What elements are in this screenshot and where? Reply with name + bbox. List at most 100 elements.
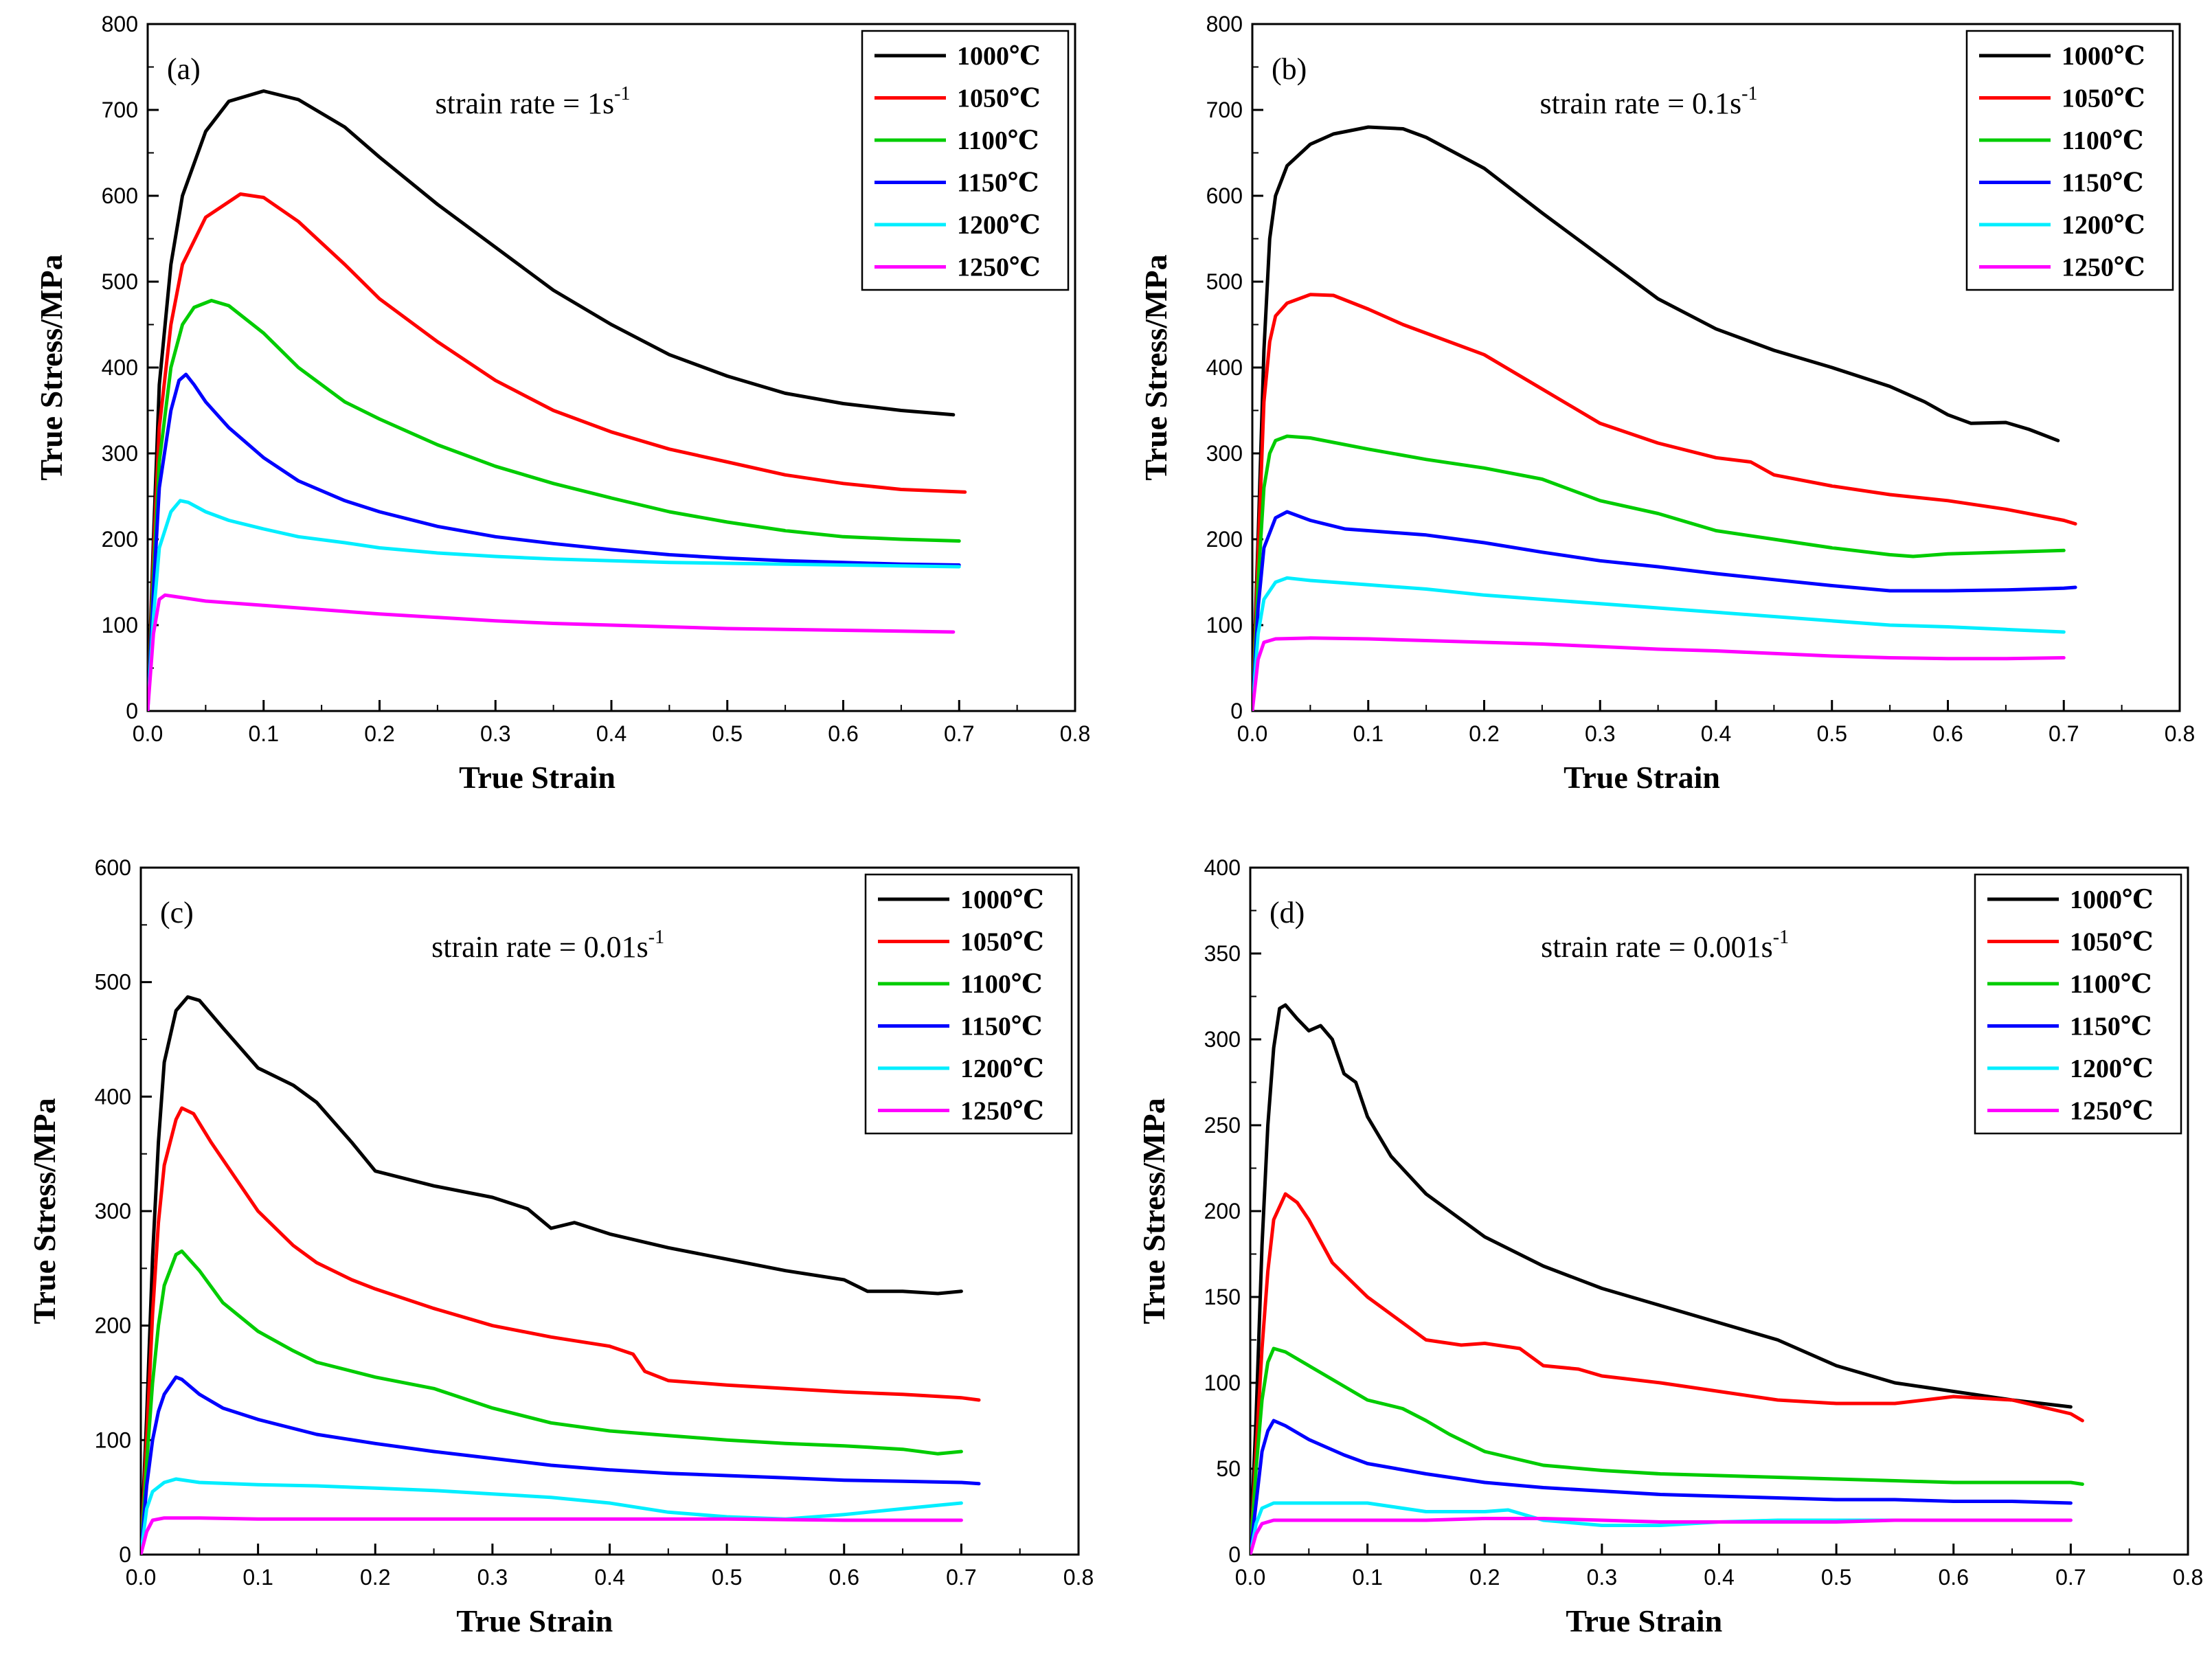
legend-entry: 1100℃ [2062,126,2143,155]
legend-entry: 1200℃ [957,211,1041,240]
x-tick-label: 0.8 [2165,721,2195,746]
panel-label: (c) [160,896,194,929]
y-tick-label: 150 [1204,1285,1241,1309]
series-line-1050 [1250,1192,2084,1555]
series-group [141,995,981,1555]
series-line-1150 [1252,510,2077,711]
legend-entry: 1000℃ [957,42,1041,71]
x-tick-label: 0.0 [1235,1565,1265,1590]
y-tick-label: 600 [95,855,131,880]
x-tick-label: 0.6 [1932,721,1963,746]
series-line-1250 [1250,1517,2073,1555]
legend-entry: 1050℃ [2062,84,2145,113]
series-line-1000 [1250,1003,2073,1555]
x-tick-label: 0.5 [712,1565,742,1590]
y-tick-label: 700 [102,98,138,122]
chart-panel-2: 0.0 0.1 0.2 0.3 0.4 0.5 0.6 0.7 0.8 0 100 200 300 400… [1138,12,2195,795]
series-line-1200 [1250,1501,2073,1555]
legend-entry: 1150℃ [960,1013,1042,1041]
x-tick-label: 0.6 [1939,1565,1969,1590]
x-tick-label: 0.0 [126,1565,156,1590]
y-tick-label: 700 [1206,98,1243,122]
x-axis-title: True Strain [1566,1603,1722,1638]
x-tick-label: 0.4 [596,721,627,746]
y-axis-title: True Stress/MPa [1138,254,1173,480]
series-line-1200 [1252,576,2066,711]
legend: 1000℃ 1050℃ 1100℃ 1150℃ 1200℃ 1250℃ [864,873,1073,1135]
x-tick-label: 0.5 [712,721,743,746]
legend-entry: 1150℃ [2062,169,2143,198]
y-tick-label: 400 [95,1084,131,1109]
x-tick-label: 0.3 [1585,721,1615,746]
series-line-1000 [148,89,956,711]
strain-rate-annotation: strain rate = 1s-1 [436,83,631,120]
x-tick-label: 0.5 [1821,1565,1851,1590]
y-tick-label: 300 [95,1199,131,1223]
x-tick-label: 0.1 [242,1565,273,1590]
x-axis-title: True Strain [459,760,616,795]
legend-entry: 1250℃ [2070,1097,2154,1126]
x-tick-label: 0.6 [828,721,858,746]
x-tick-label: 0.4 [594,1565,624,1590]
series-group [148,89,967,711]
chart-panel-3: 0.0 0.1 0.2 0.3 0.4 0.5 0.6 0.7 0.8 0 100 200 300 400… [27,855,1094,1638]
x-tick-label: 0.1 [1352,1565,1382,1590]
y-tick-label: 500 [95,970,131,995]
x-tick-label: 0.6 [829,1565,859,1590]
y-axis-title: True Stress/MPa [27,1098,62,1324]
y-tick-label: 50 [1216,1456,1241,1481]
x-tick-label: 0.0 [1237,721,1267,746]
x-tick-label: 0.2 [360,1565,390,1590]
legend-entry: 1050℃ [960,928,1044,957]
panel-label: (b) [1272,52,1307,86]
legend-entry: 1200℃ [960,1054,1044,1083]
x-tick-label: 0.0 [133,721,163,746]
series-line-1000 [1252,125,2060,711]
y-tick-label: 500 [1206,269,1243,294]
y-tick-label: 800 [1206,12,1243,36]
series-line-1000 [141,995,963,1555]
series-line-1250 [148,593,956,711]
x-tick-label: 0.4 [1701,721,1731,746]
y-tick-label: 250 [1204,1113,1241,1138]
x-tick-label: 0.7 [944,721,974,746]
y-tick-label: 100 [1206,613,1243,637]
chart-panel-4: 0.0 0.1 0.2 0.3 0.4 0.5 0.6 0.7 0.8 0 50 100 150 200 2… [1136,855,2203,1638]
y-tick-label: 200 [1206,527,1243,552]
x-tick-label: 0.7 [2055,1565,2086,1590]
legend-entry: 1250℃ [2062,253,2145,282]
legend-entry: 1050℃ [957,84,1041,113]
y-tick-label: 600 [102,183,138,208]
legend-entry: 1000℃ [2070,885,2154,914]
x-axis-title: True Strain [456,1603,613,1638]
y-tick-label: 0 [119,1542,131,1567]
x-tick-label: 0.2 [364,721,394,746]
x-tick-label: 0.8 [1060,721,1090,746]
x-tick-label: 0.8 [2173,1565,2203,1590]
series-line-1050 [1252,293,2077,711]
series-line-1150 [1250,1419,2073,1555]
legend-entry: 1100℃ [960,970,1042,999]
legend-entry: 1100℃ [957,126,1039,155]
legend-box [861,30,1070,291]
legend-entry: 1200℃ [2070,1054,2154,1083]
y-tick-label: 100 [1204,1370,1241,1395]
panel-label: (d) [1269,896,1305,929]
legend-box [1965,30,2174,291]
legend: 1000℃ 1050℃ 1100℃ 1150℃ 1200℃ 1250℃ [1965,30,2174,291]
series-line-1150 [148,372,961,711]
x-tick-label: 0.5 [1817,721,1847,746]
x-tick-label: 0.1 [249,721,279,746]
legend-entry: 1050℃ [2070,928,2154,957]
strain-rate-annotation: strain rate = 0.01s-1 [431,927,664,964]
legend-entry: 1000℃ [2062,42,2145,71]
y-tick-label: 100 [95,1427,131,1452]
series-group [1250,1003,2084,1555]
legend-entry: 1000℃ [960,885,1044,914]
y-tick-label: 200 [1204,1199,1241,1223]
y-tick-label: 100 [102,613,138,637]
y-tick-label: 0 [1230,699,1243,723]
y-tick-label: 300 [1204,1027,1241,1052]
legend-entry: 1100℃ [2070,970,2152,999]
